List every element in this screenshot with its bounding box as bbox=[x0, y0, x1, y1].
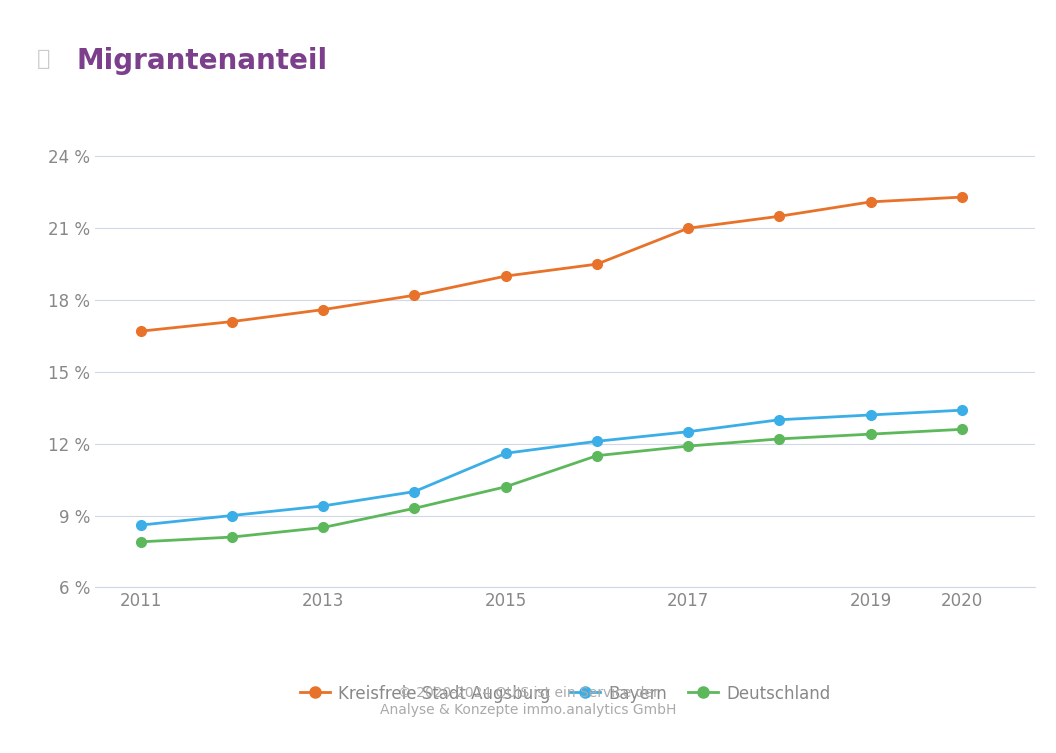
Text: © 2020-2024 QUIS ist ein Service der: © 2020-2024 QUIS ist ein Service der bbox=[398, 685, 658, 700]
Text: 🚶: 🚶 bbox=[37, 49, 51, 69]
Legend: Kreisfreie Stadt Augsburg, Bayern, Deutschland: Kreisfreie Stadt Augsburg, Bayern, Deuts… bbox=[294, 678, 836, 710]
Text: Migrantenanteil: Migrantenanteil bbox=[76, 47, 327, 75]
Text: Analyse & Konzepte immo.analytics GmbH: Analyse & Konzepte immo.analytics GmbH bbox=[380, 703, 676, 717]
